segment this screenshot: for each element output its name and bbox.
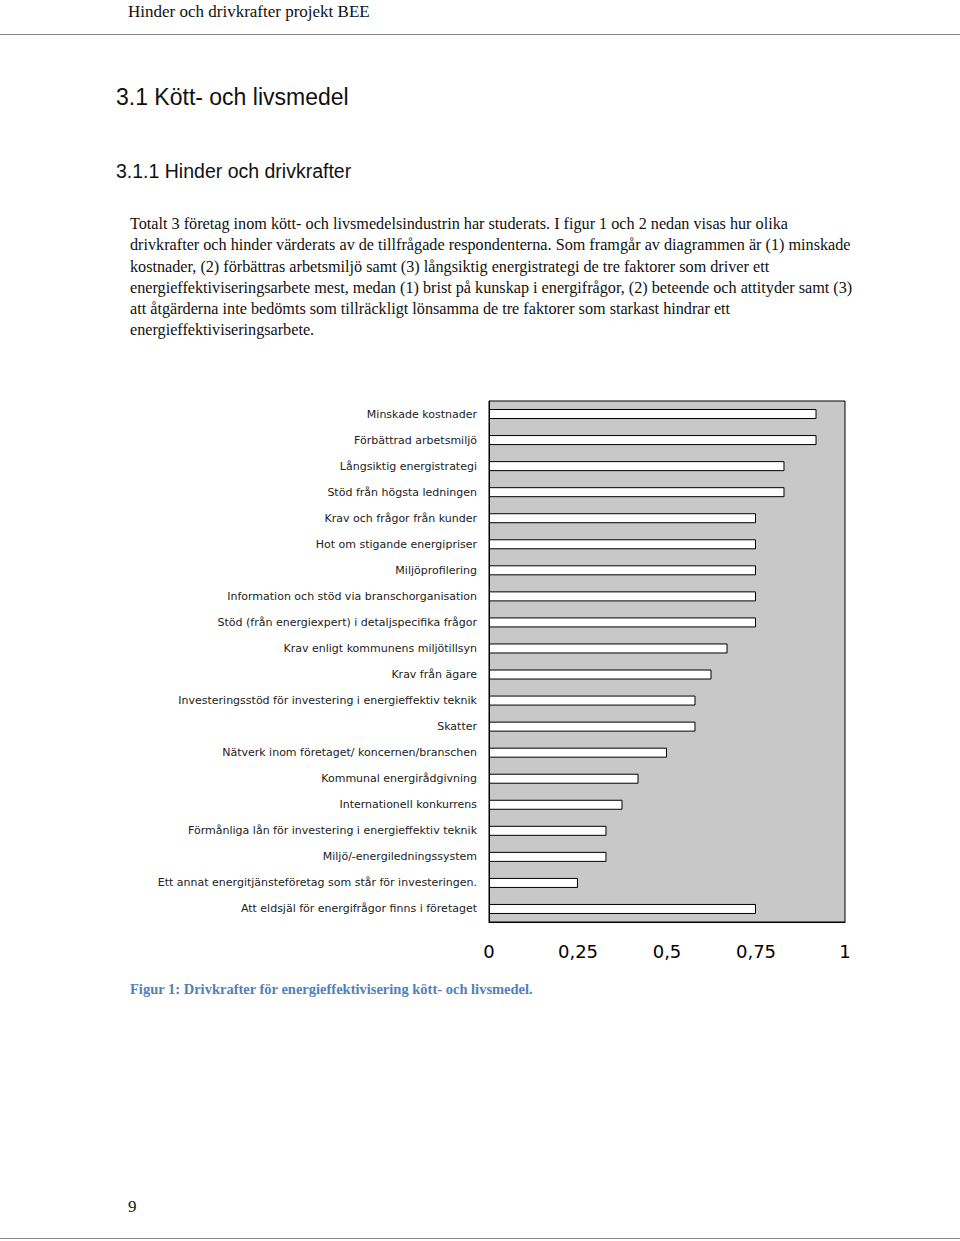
html-text:9: 9: [128, 1197, 137, 1216]
svg-text:Miljö/-energiledningssystem: Miljö/-energiledningssystem: [323, 850, 477, 863]
svg-text:Kommunal energirådgivning: Kommunal energirådgivning: [321, 772, 477, 785]
svg-text:Krav enligt kommunens miljötil: Krav enligt kommunens miljötillsyn: [284, 642, 478, 655]
svg-text:Nätverk inom företaget/ koncer: Nätverk inom företaget/ koncernen/bransc…: [222, 746, 477, 759]
svg-text:Internationell konkurrens: Internationell konkurrens: [339, 798, 477, 811]
html-text:Hinder och drivkrafter projekt: Hinder och drivkrafter projekt BEE: [128, 2, 370, 21]
svg-text:Hot om stigande energipriser: Hot om stigande energipriser: [316, 538, 478, 551]
svg-text:Ett annat energitjänsteföretag: Ett annat energitjänsteföretag som står …: [158, 876, 477, 889]
html-text:Figur 1: Drivkrafter för energ: Figur 1: Drivkrafter för energieffektivi…: [130, 981, 533, 997]
html-text:3.1 Kött- och livsmedel: 3.1 Kött- och livsmedel: [116, 84, 349, 110]
svg-text:Stöd från högsta ledningen: Stöd från högsta ledningen: [327, 486, 477, 499]
svg-text:1: 1: [839, 941, 850, 962]
svg-text:Minskade kostnader: Minskade kostnader: [367, 408, 478, 421]
svg-text:Miljöprofilering: Miljöprofilering: [395, 564, 477, 577]
svg-text:Förmånliga lån för investering: Förmånliga lån för investering i energie…: [188, 824, 478, 837]
svg-text:Förbättrad arbetsmiljö: Förbättrad arbetsmiljö: [354, 434, 477, 447]
svg-text:Information och stöd via brans: Information och stöd via branschorganisa…: [227, 590, 477, 603]
html-text:Totalt 3 företag inom kött- oc: Totalt 3 företag inom kött- och livsmede…: [130, 215, 853, 340]
svg-text:Långsiktig energistrategi: Långsiktig energistrategi: [340, 460, 477, 473]
svg-text:Investeringsstöd för investeri: Investeringsstöd för investering i energ…: [178, 694, 477, 707]
svg-text:Stöd (från energiexpert) i det: Stöd (från energiexpert) i detaljspecifi…: [218, 616, 478, 629]
svg-text:0,75: 0,75: [736, 941, 776, 962]
html-text:3.1.1 Hinder och drivkrafter: 3.1.1 Hinder och drivkrafter: [116, 160, 352, 182]
svg-text:Skatter: Skatter: [437, 720, 477, 733]
svg-text:0: 0: [483, 941, 494, 962]
svg-text:0,25: 0,25: [558, 941, 598, 962]
svg-text:Krav från ägare: Krav från ägare: [391, 668, 477, 681]
svg-text:0,5: 0,5: [653, 941, 682, 962]
svg-text:Att eldsjäl för energifrågor f: Att eldsjäl för energifrågor finns i för…: [241, 902, 478, 915]
svg-text:Krav och frågor från kunder: Krav och frågor från kunder: [325, 512, 478, 525]
